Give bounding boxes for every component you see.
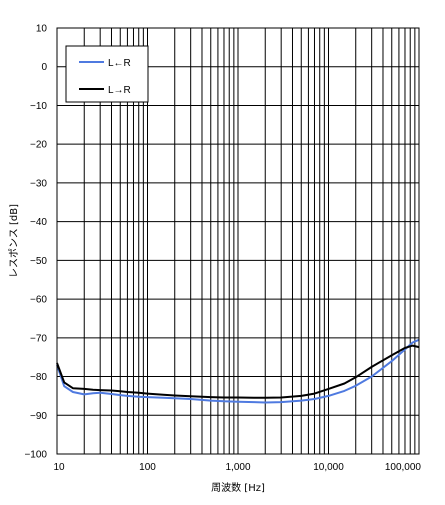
y-tick-label: −20 xyxy=(30,140,47,151)
series-line-0 xyxy=(56,338,420,404)
y-tick-label: −90 xyxy=(30,411,47,422)
x-tick-label: 100 xyxy=(139,462,156,473)
y-tick-label: −30 xyxy=(30,178,47,189)
legend-box xyxy=(65,45,149,103)
x-tick-label: 10 xyxy=(53,462,65,473)
y-tick-label: −60 xyxy=(30,295,47,306)
y-tick-label: −100 xyxy=(24,450,47,461)
series-line-1 xyxy=(56,344,420,399)
legend-label-l-to-r: L→R xyxy=(108,85,131,96)
x-axis-label: 周波数 [Hz] xyxy=(211,481,265,494)
y-tick-label: 0 xyxy=(41,62,47,73)
y-tick-label: −10 xyxy=(30,101,47,112)
x-tick-label: 100,000 xyxy=(385,462,422,473)
y-tick-label: −40 xyxy=(30,217,47,228)
y-axis-label: レスポンス [dB] xyxy=(8,204,20,278)
plot-frame xyxy=(56,27,420,455)
y-tick-label: −70 xyxy=(30,333,47,344)
y-tick-labels: 10 0 −10 −20 −30 −40 −50 −60 −70 −80 −90 −100 xyxy=(24,24,47,461)
y-tick-label: −80 xyxy=(30,372,47,383)
y-tick-label: −50 xyxy=(30,256,47,267)
series-layer xyxy=(56,338,420,404)
legend: L←R L→R xyxy=(65,45,149,103)
x-tick-label: 1,000 xyxy=(225,462,250,473)
x-tick-label: 10,000 xyxy=(313,462,344,473)
x-tick-labels: 10 100 1,000 10,000 100,000 xyxy=(53,462,421,473)
y-tick-label: 10 xyxy=(36,24,48,35)
legend-label-l-from-r: L←R xyxy=(108,58,131,69)
